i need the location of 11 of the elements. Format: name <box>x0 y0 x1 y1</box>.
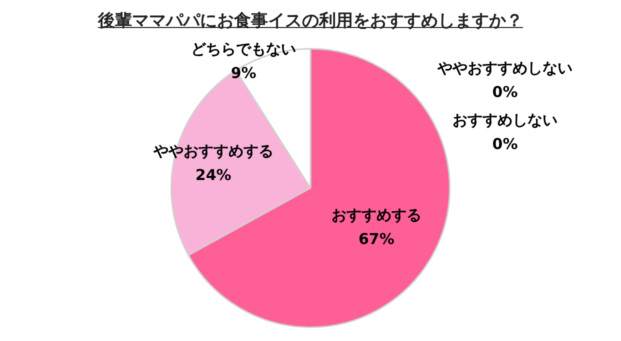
category-label: ややおすすめしない <box>438 58 572 77</box>
data-label: 9% <box>230 64 256 82</box>
slice-label: どちらでもない <box>191 40 296 58</box>
text: 0% <box>492 134 518 153</box>
data-label: 24% <box>195 166 232 184</box>
text: 0% <box>492 82 518 101</box>
chart-title: 後輩ママパパにお食事イスの利用をおすすめしますか？ <box>98 10 523 32</box>
category-label: おすすめしない <box>452 110 558 129</box>
data-label: 67% <box>358 230 394 248</box>
slice-label: ややおすすめする <box>152 142 274 160</box>
slice-label: おすすめする <box>331 206 422 224</box>
